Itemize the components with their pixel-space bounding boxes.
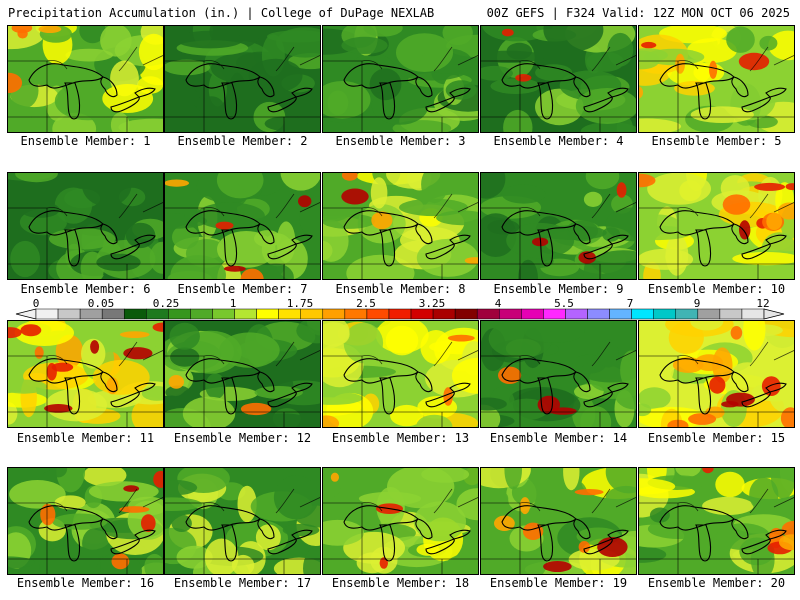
colorbar-swatch xyxy=(454,308,478,320)
colorbar-swatch xyxy=(741,308,765,320)
colorbar-tick-label: 3.25 xyxy=(418,297,446,310)
colorbar-swatch xyxy=(35,308,59,320)
colorbar-tick-label: 7 xyxy=(626,297,634,310)
colorbar-tick-label: 4 xyxy=(494,297,502,310)
colorbar-swatch xyxy=(146,308,169,320)
colorbar-swatch xyxy=(366,308,390,320)
colorbar-swatch xyxy=(432,308,456,320)
colorbar-swatch xyxy=(79,308,103,320)
colorbar-min-arrow xyxy=(15,308,37,320)
colorbar-swatch xyxy=(388,308,412,320)
colorbar-swatch xyxy=(234,308,257,320)
ensemble-map-17 xyxy=(164,467,321,575)
colorbar-swatch xyxy=(322,308,346,320)
ensemble-member-label: Ensemble Member: 15 xyxy=(647,431,786,445)
ensemble-member-label: Ensemble Member: 16 xyxy=(16,576,155,590)
ensemble-member-label: Ensemble Member: 1 xyxy=(20,134,151,148)
colorbar-tick-label: 12 xyxy=(756,297,770,310)
ensemble-map-9 xyxy=(480,172,637,280)
colorbar-swatch xyxy=(300,308,324,320)
colorbar-swatch xyxy=(344,308,368,320)
colorbar-tick-label: 2.5 xyxy=(356,297,376,310)
ensemble-member-label: Ensemble Member: 18 xyxy=(331,576,470,590)
colorbar-swatch xyxy=(123,308,147,320)
ensemble-map-10 xyxy=(638,172,795,280)
ensemble-map-20 xyxy=(638,467,795,575)
ensemble-map-5 xyxy=(638,25,795,133)
colorbar-swatch xyxy=(168,308,191,320)
colorbar-swatch xyxy=(543,308,566,320)
colorbar-swatch xyxy=(697,308,721,320)
precipitation-colorbar xyxy=(15,308,785,320)
colorbar-swatch xyxy=(278,308,301,320)
ensemble-member-label: Ensemble Member: 2 xyxy=(177,134,308,148)
colorbar-swatch xyxy=(410,308,434,320)
ensemble-member-label: Ensemble Member: 4 xyxy=(493,134,624,148)
ensemble-map-16 xyxy=(7,467,164,575)
ensemble-map-12 xyxy=(164,320,321,428)
model-run-info: 00Z GEFS | F324 Valid: 12Z MON OCT 06 20… xyxy=(486,6,790,20)
colorbar-swatch xyxy=(212,308,235,320)
ensemble-map-19 xyxy=(480,467,637,575)
colorbar-swatch xyxy=(609,308,632,320)
ensemble-map-3 xyxy=(322,25,479,133)
ensemble-member-label: Ensemble Member: 5 xyxy=(651,134,782,148)
ensemble-member-label: Ensemble Member: 3 xyxy=(335,134,466,148)
colorbar-swatch xyxy=(190,308,213,320)
ensemble-map-18 xyxy=(322,467,479,575)
ensemble-map-15 xyxy=(638,320,795,428)
ensemble-member-label: Ensemble Member: 17 xyxy=(173,576,312,590)
colorbar-swatch xyxy=(521,308,544,320)
ensemble-map-14 xyxy=(480,320,637,428)
colorbar-swatch xyxy=(101,308,125,320)
colorbar-tick-label: 1 xyxy=(229,297,237,310)
ensemble-map-11 xyxy=(7,320,164,428)
ensemble-member-label: Ensemble Member: 9 xyxy=(493,282,624,296)
colorbar-tick-label: 5.5 xyxy=(554,297,574,310)
colorbar-swatch xyxy=(631,308,654,320)
colorbar-tick-label: 0.05 xyxy=(87,297,115,310)
map-title: Precipitation Accumulation (in.) | Colle… xyxy=(8,6,435,20)
ensemble-member-label: Ensemble Member: 10 xyxy=(647,282,786,296)
ensemble-map-6 xyxy=(7,172,164,280)
ensemble-member-label: Ensemble Member: 12 xyxy=(173,431,312,445)
colorbar-swatch xyxy=(256,308,279,320)
colorbar-swatch xyxy=(476,308,500,320)
ensemble-map-7 xyxy=(164,172,321,280)
ensemble-member-label: Ensemble Member: 7 xyxy=(177,282,308,296)
colorbar-tick-label: 9 xyxy=(693,297,701,310)
colorbar-swatch xyxy=(565,308,588,320)
ensemble-member-label: Ensemble Member: 8 xyxy=(335,282,466,296)
colorbar-tick-label: 0 xyxy=(32,297,40,310)
colorbar-swatch xyxy=(499,308,522,320)
ensemble-map-4 xyxy=(480,25,637,133)
colorbar-swatch xyxy=(719,308,743,320)
colorbar-max-arrow xyxy=(763,308,785,320)
ensemble-member-label: Ensemble Member: 19 xyxy=(489,576,628,590)
colorbar-swatch xyxy=(675,308,699,320)
ensemble-map-1 xyxy=(7,25,164,133)
ensemble-member-label: Ensemble Member: 11 xyxy=(16,431,155,445)
colorbar-tick-label: 0.25 xyxy=(152,297,180,310)
ensemble-map-2 xyxy=(164,25,321,133)
ensemble-member-label: Ensemble Member: 13 xyxy=(331,431,470,445)
colorbar-swatch xyxy=(653,308,677,320)
ensemble-member-label: Ensemble Member: 6 xyxy=(20,282,151,296)
colorbar-swatch xyxy=(57,308,81,320)
ensemble-map-13 xyxy=(322,320,479,428)
ensemble-member-label: Ensemble Member: 14 xyxy=(489,431,628,445)
colorbar-tick-label: 1.75 xyxy=(286,297,314,310)
ensemble-map-8 xyxy=(322,172,479,280)
colorbar-labels: 0 0.05 0.25 1 1.75 2.5 3.25 4 5.5 7 9 12 xyxy=(0,297,800,311)
ensemble-member-label: Ensemble Member: 20 xyxy=(647,576,786,590)
colorbar-swatch xyxy=(587,308,610,320)
